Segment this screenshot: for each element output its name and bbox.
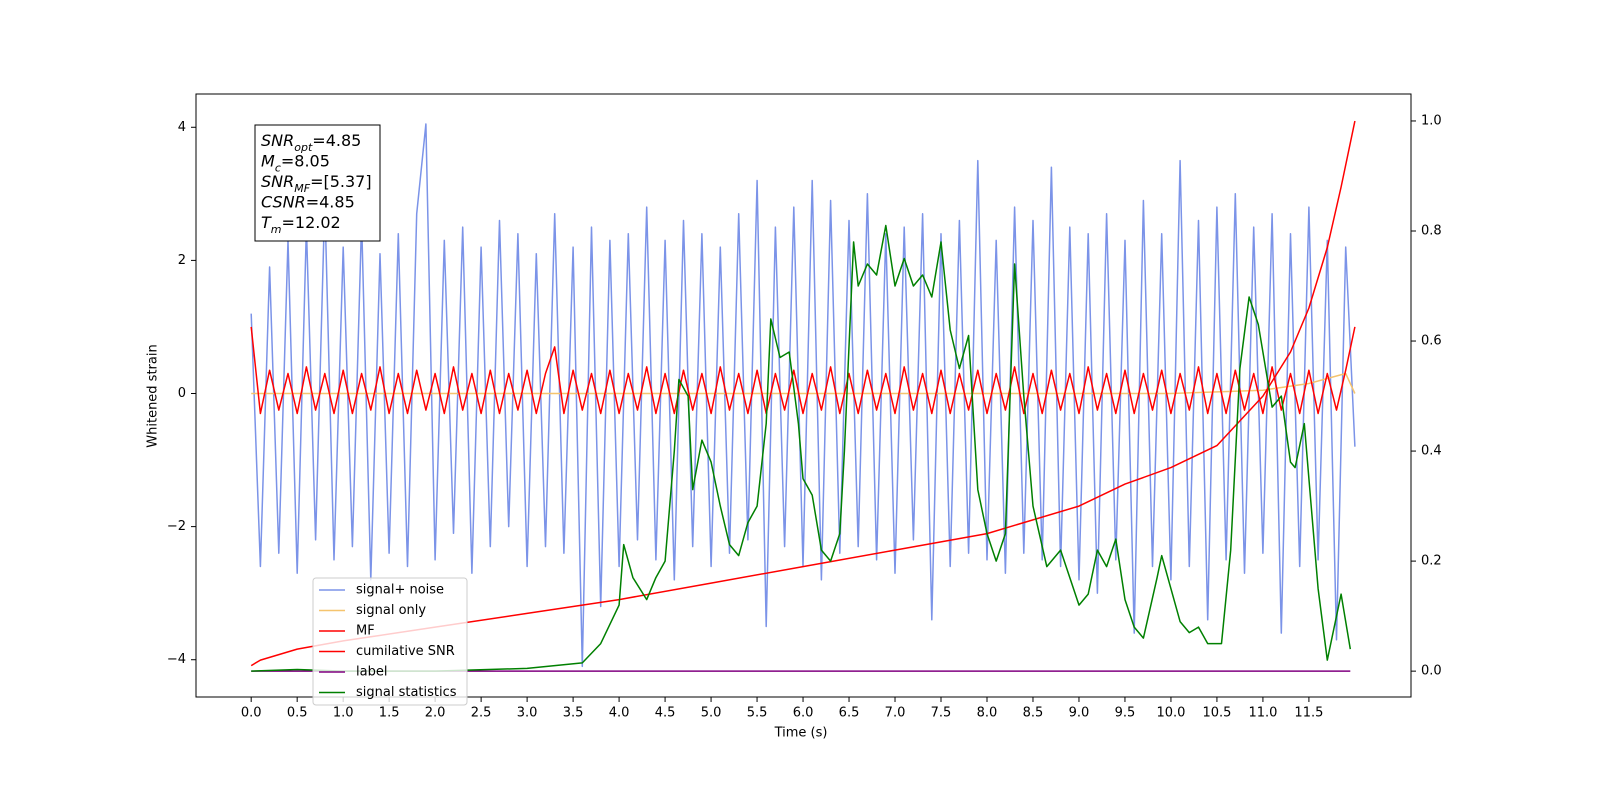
x-tick-label: 4.0 <box>609 706 630 721</box>
x-tick-label: 4.5 <box>655 706 676 721</box>
x-tick-label: 2.5 <box>471 706 492 721</box>
x-axis-label: Time (s) <box>774 726 828 741</box>
x-tick-label: 6.5 <box>839 706 860 721</box>
y-tick-label: 0 <box>178 386 186 401</box>
y-axis-label: Whitened strain <box>146 344 161 447</box>
y-tick-label: 2 <box>178 253 186 268</box>
y2-tick-label: 0.0 <box>1421 664 1442 679</box>
annotation-symbol: M <box>261 151 275 170</box>
x-tick-label: 8.5 <box>1023 706 1044 721</box>
series-line <box>251 224 1352 672</box>
annotation-text: =8.05 <box>281 151 330 170</box>
x-tick-label: 3.5 <box>563 706 584 721</box>
legend-label: signal+ noise <box>356 583 444 598</box>
annotation-symbol: SNR <box>261 172 294 191</box>
legend-label: signal statistics <box>356 685 457 700</box>
legend-label: label <box>356 665 387 680</box>
annotation: SNRopt=4.85 <box>261 131 361 154</box>
x-tick-label: 5.5 <box>747 706 768 721</box>
annotation-symbol: CSNR <box>261 192 306 211</box>
x-tick-label: 1.0 <box>333 706 354 721</box>
series-line <box>251 372 1356 395</box>
y-tick-label: −2 <box>167 519 186 534</box>
annotation: CSNR=4.85 <box>261 192 355 211</box>
x-tick-label: 9.0 <box>1069 706 1090 721</box>
x-tick-label: 3.0 <box>517 706 538 721</box>
x-tick-label: 10.0 <box>1156 706 1185 721</box>
y-tick-label: −4 <box>167 652 186 667</box>
annotation-symbol: SNR <box>261 131 294 150</box>
legend-box <box>312 577 468 706</box>
legend-label: MF <box>356 624 375 639</box>
y-tick-label: 4 <box>178 120 186 135</box>
y2-tick-label: 0.6 <box>1421 334 1442 349</box>
annotation-box <box>254 124 381 242</box>
annotation: SNRMF=[5.37] <box>261 172 372 195</box>
annotation-subscript: m <box>271 223 282 236</box>
legend-label: cumilative SNR <box>356 644 455 659</box>
annotation-text: =4.85 <box>312 131 361 150</box>
x-tick-label: 2.0 <box>425 706 446 721</box>
annotation-subscript: c <box>275 161 281 174</box>
x-tick-label: 0.0 <box>241 706 262 721</box>
legend: signal+ noise signal only MF cumilative SNR… <box>312 577 468 706</box>
annotation-text: =[5.37] <box>310 172 372 191</box>
x-tick-label: 6.0 <box>793 706 814 721</box>
y2-tick-label: 0.2 <box>1421 554 1442 569</box>
x-tick-label: 11.0 <box>1248 706 1277 721</box>
annotation-symbol: T <box>261 213 272 232</box>
x-tick-label: 11.5 <box>1294 706 1323 721</box>
legend-label: signal only <box>356 603 426 618</box>
x-tick-label: 7.0 <box>885 706 906 721</box>
y2-tick-label: 0.4 <box>1421 444 1442 459</box>
annotation-text: =12.02 <box>282 213 341 232</box>
x-tick-label: 9.5 <box>1115 706 1136 721</box>
x-tick-label: 7.5 <box>931 706 952 721</box>
annotation: Tm=12.02 <box>261 213 341 236</box>
annotation-subscript: opt <box>294 141 313 154</box>
annotation-subscript: MF <box>294 182 310 195</box>
y2-tick-label: 0.8 <box>1421 223 1442 238</box>
annotation-text: =4.85 <box>306 192 355 211</box>
x-tick-label: 1.5 <box>379 706 400 721</box>
annotation: Mc=8.05 <box>261 151 330 174</box>
x-tick-label: 0.5 <box>287 706 308 721</box>
y2-tick-label: 1.0 <box>1421 113 1442 128</box>
x-tick-label: 8.0 <box>977 706 998 721</box>
x-tick-label: 10.5 <box>1202 706 1231 721</box>
series-line <box>250 326 1356 415</box>
x-tick-label: 5.0 <box>701 706 722 721</box>
